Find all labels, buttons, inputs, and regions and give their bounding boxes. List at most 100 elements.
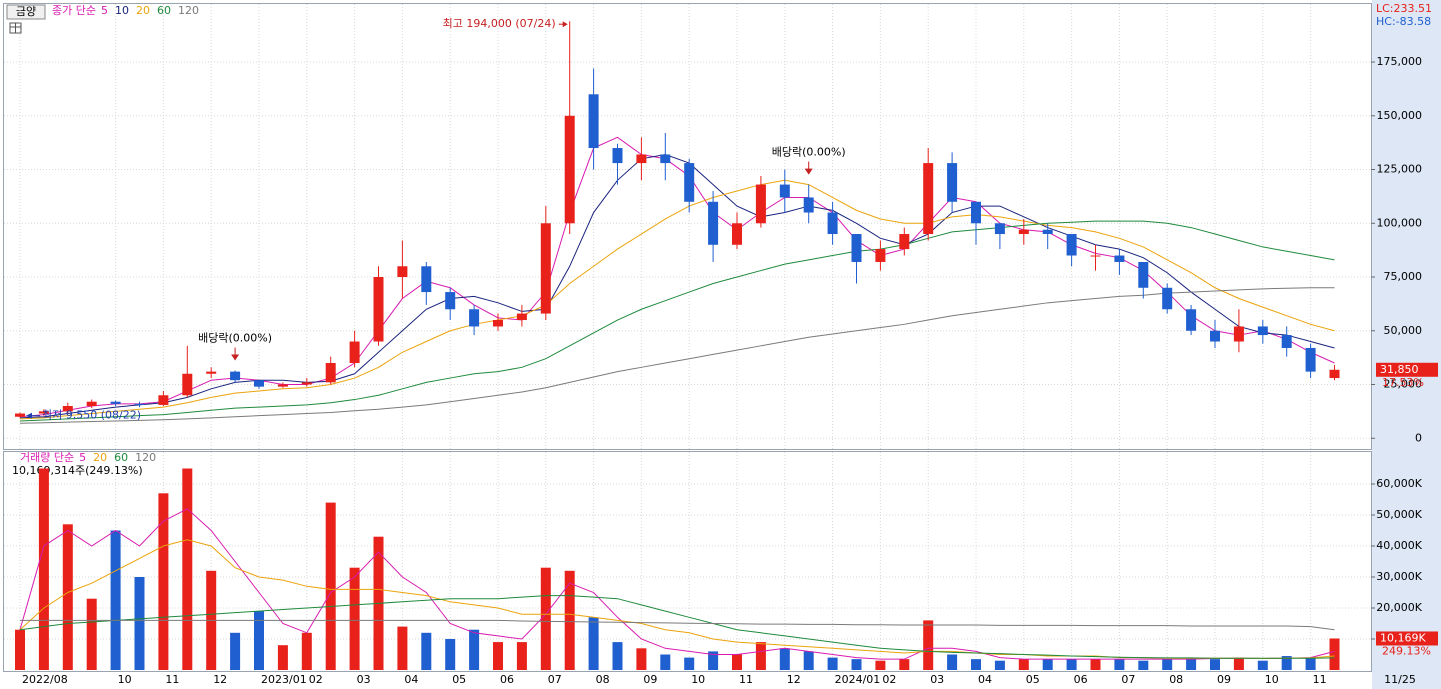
volume-bar [755, 642, 766, 670]
x-tick-label: 08 [596, 673, 610, 686]
y-tick-label: 40,000K [1376, 539, 1422, 552]
price-panel-frame [3, 3, 1372, 450]
candle-body [397, 266, 408, 278]
x-tick-label: 11 [739, 673, 753, 686]
moving-average-line [19, 287, 1335, 424]
x-tick-label: 10 [691, 673, 705, 686]
moving-average-line [19, 179, 1335, 420]
volume-average-line [19, 595, 1335, 659]
volume-bar [1114, 659, 1125, 670]
candle-body [1329, 369, 1340, 379]
date-label: 11/25 [1384, 673, 1416, 686]
volume-bar [349, 567, 360, 670]
x-tick-label: 02 [882, 673, 896, 686]
volume-bar [1233, 657, 1244, 670]
y-tick-label: 0 [1415, 431, 1422, 444]
x-tick-label: 02 [309, 673, 323, 686]
candle-body [1305, 347, 1316, 372]
y-tick-label: 25,000 [1384, 378, 1423, 391]
candle-body [182, 373, 193, 396]
candle-body [301, 382, 312, 385]
x-tick-label: 11 [1313, 673, 1327, 686]
volume-bar [230, 632, 241, 670]
candle-body [1042, 229, 1053, 235]
candle-body [708, 201, 719, 245]
candle-body [612, 148, 623, 164]
volume-bar [994, 660, 1005, 670]
volume-bar [254, 611, 264, 670]
volume-bar [1162, 659, 1173, 670]
candle-body [134, 403, 145, 405]
x-tick-label: 06 [1074, 673, 1088, 686]
candle-body [1066, 234, 1077, 256]
y-tick-label: 60,000K [1376, 477, 1422, 490]
candle-body [15, 413, 25, 417]
candle-body [971, 201, 981, 224]
x-tick-label: 05 [452, 673, 466, 686]
volume-bar [803, 651, 814, 670]
candle-body [1210, 330, 1220, 342]
candle-body [325, 363, 336, 383]
volume-bar [1018, 659, 1029, 670]
x-tick-label: 10 [1265, 673, 1279, 686]
volume-bar [875, 660, 886, 670]
volume-bar [851, 659, 862, 670]
candle-body [564, 115, 575, 224]
legend-entry: 5 [79, 451, 86, 464]
volume-bar [1066, 659, 1077, 670]
volume-bar [110, 530, 121, 670]
last-price-tag [1376, 362, 1438, 377]
dividend-annotation: 배당락(0.00%) [772, 146, 846, 159]
candle-body [899, 234, 910, 250]
y-tick-label: 100,000 [1377, 216, 1423, 229]
volume-bar [564, 570, 575, 670]
x-tick-label: 2023/01 [261, 673, 307, 686]
candle-body [230, 371, 241, 381]
moving-average-line [19, 153, 1335, 419]
candle-body [875, 249, 886, 262]
volume-bar [899, 659, 910, 670]
volume-bar [1257, 660, 1268, 670]
volume-bar [158, 493, 169, 670]
volume-bar [1138, 660, 1149, 670]
legend-title: 거래량 단순 [20, 451, 74, 464]
y-tick-label: 20,000K [1376, 601, 1422, 614]
symbol: 금양 [16, 5, 36, 18]
legend-title: 종가 단순 [52, 4, 96, 17]
y-tick-label: 30,000K [1376, 570, 1422, 583]
candle-body [947, 163, 958, 202]
candle-body [277, 384, 288, 387]
volume-bar [469, 629, 480, 670]
volume-bar [1090, 659, 1101, 670]
candle-body [516, 313, 527, 321]
volume-bar [301, 632, 312, 670]
volume-bar [588, 617, 599, 670]
legend-entry: 60 [157, 4, 171, 17]
candle-body [62, 406, 73, 412]
candle-body [588, 94, 599, 149]
volume-bar [827, 657, 838, 670]
y-tick-label: 75,000 [1384, 270, 1423, 283]
low-annotation: 최저 9,550 (08/22) [42, 409, 141, 422]
candle-body [469, 309, 480, 327]
volume-bar [732, 654, 742, 670]
candle-body [1162, 287, 1173, 310]
last-price-label: 31,850 [1380, 363, 1419, 376]
candle-body [827, 212, 838, 235]
candle-body [1138, 261, 1149, 288]
y-tick-label: 50,000 [1384, 324, 1423, 337]
x-tick-label: 12 [787, 673, 801, 686]
candle-body [684, 163, 695, 202]
volume-bar [397, 626, 408, 670]
x-tick-label: 05 [1026, 673, 1040, 686]
candle-body [421, 266, 432, 293]
x-tick-label: 08 [1169, 673, 1183, 686]
x-tick-label: 09 [643, 673, 657, 686]
candle-body [1186, 309, 1197, 331]
x-tick-label: 12 [213, 673, 227, 686]
legend-entry: 10 [115, 4, 129, 17]
symbol-box[interactable] [6, 4, 46, 20]
x-tick-label: 09 [1217, 673, 1231, 686]
annotation-arrowhead [562, 21, 568, 28]
candle-body [1257, 326, 1268, 336]
